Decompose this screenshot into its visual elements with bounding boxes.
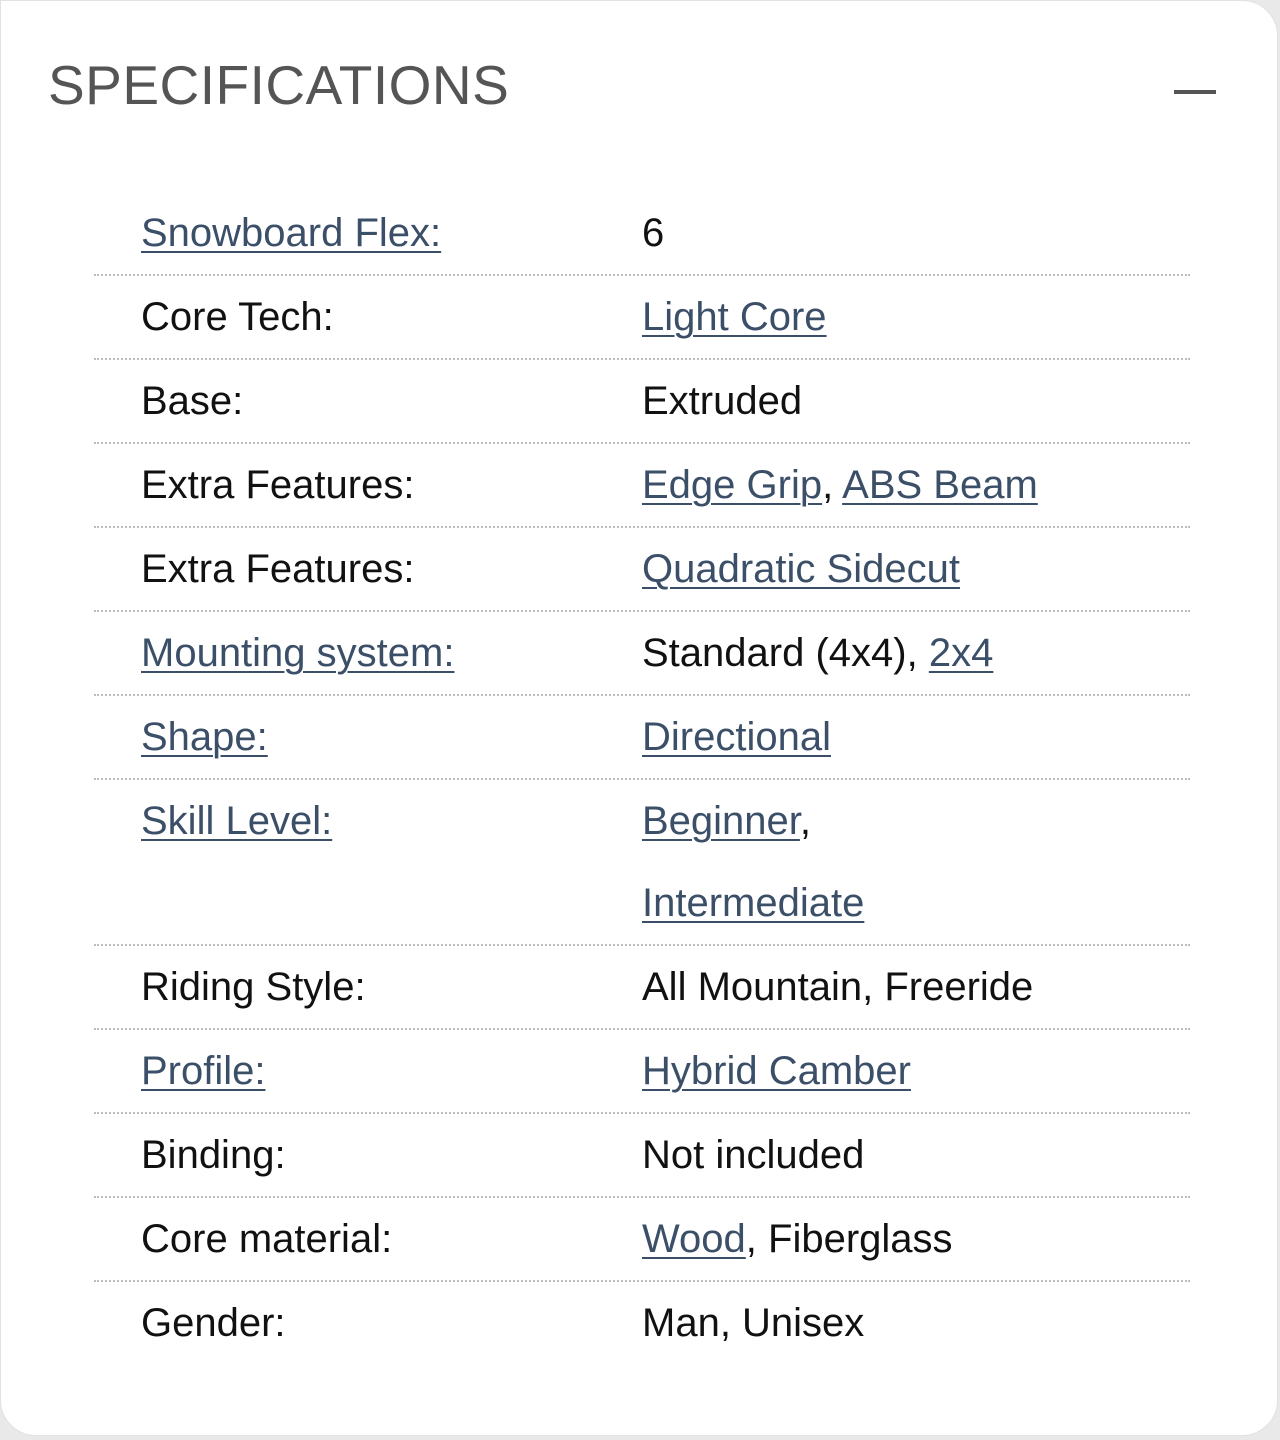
spec-value-link[interactable]: Intermediate xyxy=(642,881,865,925)
spec-label: Base: xyxy=(141,379,244,423)
spec-value-link[interactable]: Directional xyxy=(642,715,831,759)
spec-value-link[interactable]: Light Core xyxy=(642,295,827,339)
spec-value-cell: Wood, Fiberglass xyxy=(642,1198,1142,1280)
spec-value-text: All Mountain, Freeride xyxy=(642,965,1034,1009)
spec-label: Core material: xyxy=(141,1217,393,1261)
spec-label: Extra Features: xyxy=(141,547,415,591)
spec-value-text: Not included xyxy=(642,1133,865,1177)
spec-value-cell: Man, Unisex xyxy=(642,1282,1142,1364)
spec-label-cell: Profile: xyxy=(94,1030,642,1112)
spec-row: Mounting system: Standard (4x4), 2x4 xyxy=(94,612,1190,696)
spec-label-cell: Snowboard Flex: xyxy=(94,192,642,274)
spec-row: Core material: Wood, Fiberglass xyxy=(94,1198,1190,1282)
spec-row: Gender: Man, Unisex xyxy=(94,1282,1190,1364)
spec-label-cell: Skill Level: xyxy=(94,780,642,944)
spec-value-cell: Edge Grip, ABS Beam xyxy=(642,444,1142,526)
spec-label-link[interactable]: Skill Level: xyxy=(141,799,333,843)
spec-value-text: , Fiberglass xyxy=(745,1217,953,1261)
spec-value-cell: Directional xyxy=(642,696,1142,778)
spec-label: Core Tech: xyxy=(141,295,334,339)
spec-label-link[interactable]: Snowboard Flex: xyxy=(141,211,442,255)
spec-value-cell: Extruded xyxy=(642,360,1142,442)
spec-table: Snowboard Flex: 6 Core Tech: Light Core Base… xyxy=(94,192,1190,1364)
spec-row: Snowboard Flex: 6 xyxy=(94,192,1190,276)
spec-label-link[interactable]: Profile: xyxy=(141,1049,266,1093)
spec-value-cell: Quadratic Sidecut xyxy=(642,528,1142,610)
spec-label-cell: Gender: xyxy=(94,1282,642,1364)
spec-value-cell: 6 xyxy=(642,192,1142,274)
spec-row: Core Tech: Light Core xyxy=(94,276,1190,360)
spec-label-cell: Core material: xyxy=(94,1198,642,1280)
spec-label-cell: Base: xyxy=(94,360,642,442)
spec-value-text: Standard (4x4), xyxy=(642,631,929,675)
minus-icon xyxy=(1174,90,1216,94)
spec-row: Profile: Hybrid Camber xyxy=(94,1030,1190,1114)
spec-label-link[interactable]: Mounting system: xyxy=(141,631,455,675)
spec-label: Riding Style: xyxy=(141,965,366,1009)
spec-value-cell: Light Core xyxy=(642,276,1142,358)
spec-value-link[interactable]: Hybrid Camber xyxy=(642,1049,911,1093)
spec-value-cell: Hybrid Camber xyxy=(642,1030,1142,1112)
spec-label-cell: Shape: xyxy=(94,696,642,778)
spec-value-text: , xyxy=(822,463,843,507)
spec-row: Extra Features: Edge Grip, ABS Beam xyxy=(94,444,1190,528)
spec-value-text: 6 xyxy=(642,211,665,255)
spec-label: Binding: xyxy=(141,1133,286,1177)
spec-label-cell: Extra Features: xyxy=(94,528,642,610)
spec-value-link[interactable]: Quadratic Sidecut xyxy=(642,547,960,591)
section-title: SPECIFICATIONS xyxy=(48,54,510,116)
spec-row: Base: Extruded xyxy=(94,360,1190,444)
spec-row: Shape: Directional xyxy=(94,696,1190,780)
spec-row: Extra Features: Quadratic Sidecut xyxy=(94,528,1190,612)
collapse-toggle[interactable] xyxy=(1171,81,1219,105)
spec-label-cell: Mounting system: xyxy=(94,612,642,694)
spec-value-cell: Beginner, Intermediate xyxy=(642,780,1142,944)
spec-value-cell: Standard (4x4), 2x4 xyxy=(642,612,1142,694)
spec-value-link[interactable]: ABS Beam xyxy=(842,463,1038,507)
spec-value-text: , xyxy=(799,799,812,843)
spec-value-link[interactable]: Edge Grip xyxy=(642,463,823,507)
spec-value-link[interactable]: 2x4 xyxy=(928,631,994,675)
spec-value-text: Extruded xyxy=(642,379,803,423)
spec-label-cell: Extra Features: xyxy=(94,444,642,526)
spec-label-cell: Binding: xyxy=(94,1114,642,1196)
spec-value-link[interactable]: Wood xyxy=(642,1217,746,1261)
spec-value-cell: All Mountain, Freeride xyxy=(642,946,1142,1028)
spec-label-link[interactable]: Shape: xyxy=(141,715,268,759)
spec-row: Skill Level: Beginner, Intermediate xyxy=(94,780,1190,946)
spec-label-cell: Riding Style: xyxy=(94,946,642,1028)
spec-row: Riding Style: All Mountain, Freeride xyxy=(94,946,1190,1030)
spec-row: Binding: Not included xyxy=(94,1114,1190,1198)
spec-value-cell: Not included xyxy=(642,1114,1142,1196)
spec-label-cell: Core Tech: xyxy=(94,276,642,358)
spec-value-text: Man, Unisex xyxy=(642,1301,865,1345)
spec-label: Extra Features: xyxy=(141,463,415,507)
spec-value-link[interactable]: Beginner xyxy=(642,799,800,843)
spec-label: Gender: xyxy=(141,1301,286,1345)
